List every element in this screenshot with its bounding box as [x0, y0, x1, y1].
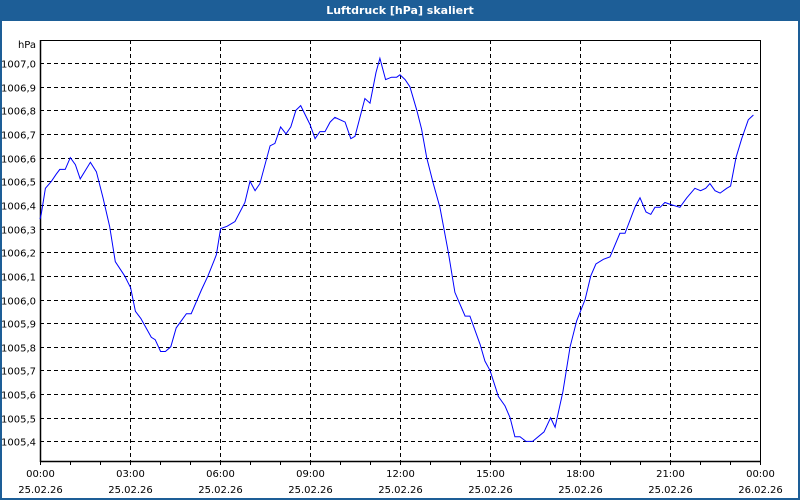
x-tick-time: 15:00 — [476, 469, 505, 480]
x-tick-time: 00:00 — [26, 469, 55, 480]
x-tick-date: 25.02.26 — [558, 485, 603, 496]
y-tick-label: 1006,0 — [1, 297, 36, 308]
x-tick-date: 25.02.26 — [108, 485, 153, 496]
x-tick-time: 21:00 — [656, 469, 685, 480]
x-tick-time: 00:00 — [746, 469, 775, 480]
y-tick-label: 1006,5 — [1, 178, 36, 189]
x-tick-date: 25.02.26 — [198, 485, 243, 496]
x-tick-time: 06:00 — [206, 469, 235, 480]
x-tick-time: 18:00 — [566, 469, 595, 480]
x-tick-time: 03:00 — [116, 469, 145, 480]
y-tick-label: 1006,8 — [1, 107, 36, 118]
series-line-luftdruck — [39, 56, 754, 442]
x-tick-date: 25.02.26 — [378, 485, 423, 496]
y-tick-label: 1005,8 — [1, 344, 36, 355]
y-tick-label: 1005,9 — [1, 320, 36, 331]
y-tick-label: 1005,7 — [1, 367, 36, 378]
y-axis-label: hPa — [18, 40, 36, 51]
window-title: Luftdruck [hPa] skaliert — [2, 2, 798, 21]
y-tick-label: 1006,6 — [1, 155, 36, 166]
y-tick-label: 1005,6 — [1, 391, 36, 402]
y-tick-label: 1006,7 — [1, 131, 36, 142]
x-tick-date: 25.02.26 — [18, 485, 63, 496]
x-tick-date: 25.02.26 — [648, 485, 693, 496]
y-tick-label: 1006,3 — [1, 226, 36, 237]
y-tick-label: 1006,1 — [1, 273, 36, 284]
y-tick-label: 1006,2 — [1, 249, 36, 260]
y-tick-label: 1006,4 — [1, 202, 36, 213]
x-tick-date: 25.02.26 — [288, 485, 333, 496]
x-tick-date: 25.02.26 — [468, 485, 513, 496]
y-tick-label: 1006,9 — [1, 84, 36, 95]
y-tick-label: 1007,0 — [1, 60, 36, 71]
x-tick-time: 12:00 — [386, 469, 415, 480]
x-tick-time: 09:00 — [296, 469, 325, 480]
y-tick-label: 1005,5 — [1, 415, 36, 426]
y-tick-label: 1005,4 — [1, 438, 36, 449]
x-tick-date: 26.02.26 — [738, 485, 783, 496]
